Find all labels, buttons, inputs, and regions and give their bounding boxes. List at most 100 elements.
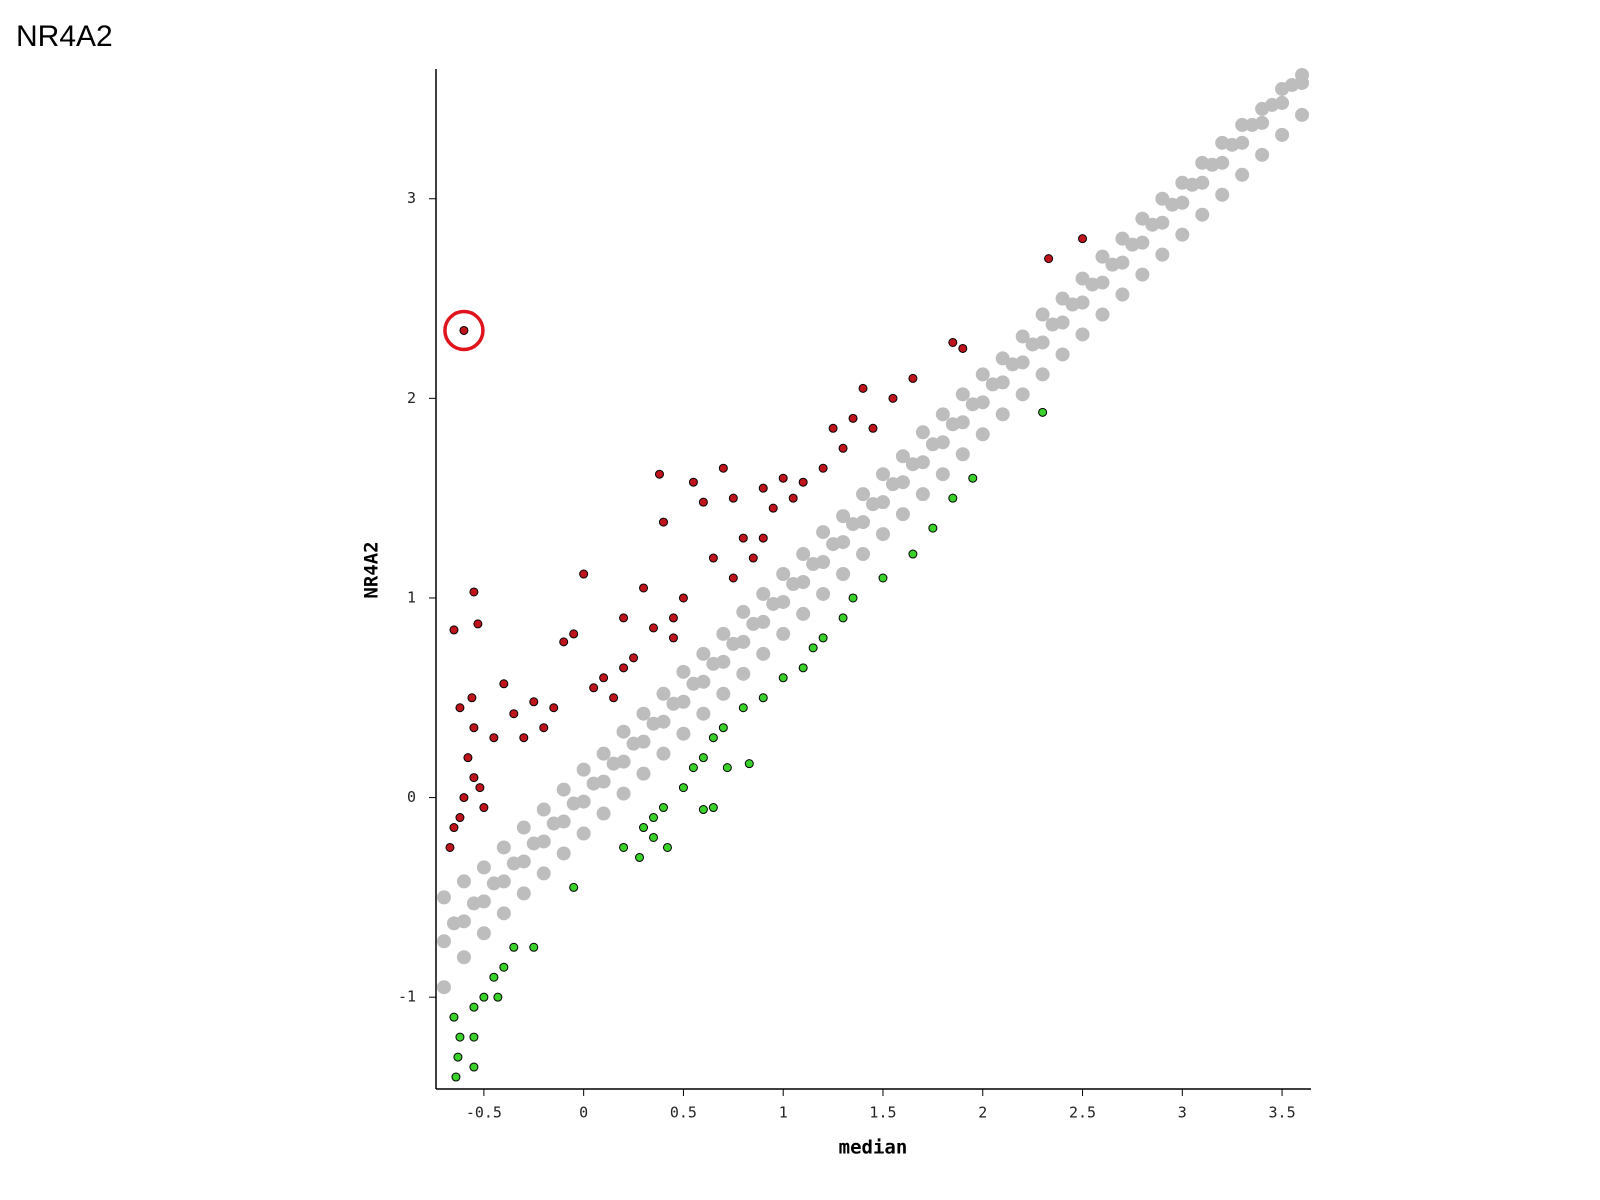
point bbox=[808, 643, 818, 653]
x-tick-label: 3 bbox=[1178, 1104, 1187, 1122]
point bbox=[536, 866, 551, 881]
point bbox=[1035, 367, 1050, 382]
y-tick-label: 2 bbox=[407, 389, 416, 407]
point bbox=[776, 626, 791, 641]
point bbox=[469, 1032, 479, 1042]
y-tick-label: -1 bbox=[398, 988, 416, 1006]
point bbox=[658, 517, 668, 527]
point bbox=[716, 626, 731, 641]
point bbox=[1065, 297, 1080, 312]
point bbox=[1295, 107, 1310, 122]
point bbox=[848, 593, 858, 603]
point bbox=[955, 387, 970, 402]
point bbox=[766, 596, 781, 611]
point bbox=[1044, 254, 1054, 264]
point bbox=[546, 816, 561, 831]
point bbox=[456, 950, 471, 965]
point bbox=[758, 533, 768, 543]
point bbox=[708, 553, 718, 563]
point bbox=[649, 832, 659, 842]
point bbox=[796, 606, 811, 621]
point bbox=[455, 813, 465, 823]
point bbox=[596, 746, 611, 761]
point bbox=[975, 427, 990, 442]
point bbox=[489, 733, 499, 743]
point bbox=[626, 736, 641, 751]
point bbox=[636, 766, 651, 781]
point bbox=[529, 697, 539, 707]
point bbox=[1265, 97, 1280, 112]
point bbox=[848, 413, 858, 423]
point bbox=[1205, 157, 1220, 172]
point bbox=[875, 467, 890, 482]
point bbox=[668, 613, 678, 623]
point bbox=[469, 723, 479, 733]
point bbox=[866, 497, 881, 512]
point bbox=[718, 723, 728, 733]
point bbox=[756, 586, 771, 601]
point bbox=[688, 763, 698, 773]
point bbox=[1175, 227, 1190, 242]
point bbox=[955, 447, 970, 462]
point bbox=[463, 753, 473, 763]
point bbox=[556, 846, 571, 861]
point bbox=[449, 625, 459, 635]
point bbox=[549, 703, 559, 713]
point bbox=[1085, 277, 1100, 292]
point bbox=[1045, 317, 1060, 332]
point bbox=[455, 1032, 465, 1042]
point bbox=[1285, 77, 1300, 92]
point bbox=[529, 942, 539, 952]
point bbox=[948, 337, 958, 347]
point bbox=[728, 573, 738, 583]
point bbox=[476, 926, 491, 941]
point bbox=[1255, 147, 1270, 162]
point bbox=[836, 509, 851, 524]
point bbox=[1025, 337, 1040, 352]
point bbox=[895, 507, 910, 522]
point bbox=[1125, 237, 1140, 252]
point bbox=[915, 425, 930, 440]
point bbox=[708, 803, 718, 813]
point bbox=[965, 397, 980, 412]
point bbox=[475, 783, 485, 793]
point bbox=[788, 493, 798, 503]
point bbox=[559, 637, 569, 647]
point bbox=[509, 709, 519, 719]
point bbox=[935, 467, 950, 482]
point bbox=[888, 393, 898, 403]
point bbox=[616, 786, 631, 801]
point bbox=[1015, 329, 1030, 344]
point bbox=[826, 537, 841, 552]
point bbox=[519, 733, 529, 743]
x-tick-label: 0 bbox=[579, 1104, 588, 1122]
point bbox=[656, 686, 671, 701]
point bbox=[476, 860, 491, 875]
point bbox=[436, 890, 451, 905]
point bbox=[875, 527, 890, 542]
point bbox=[1055, 347, 1070, 362]
point bbox=[945, 417, 960, 432]
point bbox=[496, 840, 511, 855]
point bbox=[526, 836, 541, 851]
point bbox=[816, 586, 831, 601]
point bbox=[968, 473, 978, 483]
point bbox=[1135, 267, 1150, 282]
point bbox=[818, 633, 828, 643]
point bbox=[639, 583, 649, 593]
point bbox=[469, 1002, 479, 1012]
point bbox=[449, 823, 459, 833]
point bbox=[786, 576, 801, 591]
point bbox=[619, 613, 629, 623]
point bbox=[586, 776, 601, 791]
point bbox=[1075, 327, 1090, 342]
point bbox=[576, 762, 591, 777]
point bbox=[985, 377, 1000, 392]
point bbox=[722, 763, 732, 773]
point bbox=[509, 942, 519, 952]
highlight-ring bbox=[443, 309, 485, 352]
point bbox=[599, 673, 609, 683]
point bbox=[539, 723, 549, 733]
point bbox=[1215, 187, 1230, 202]
point bbox=[878, 573, 888, 583]
